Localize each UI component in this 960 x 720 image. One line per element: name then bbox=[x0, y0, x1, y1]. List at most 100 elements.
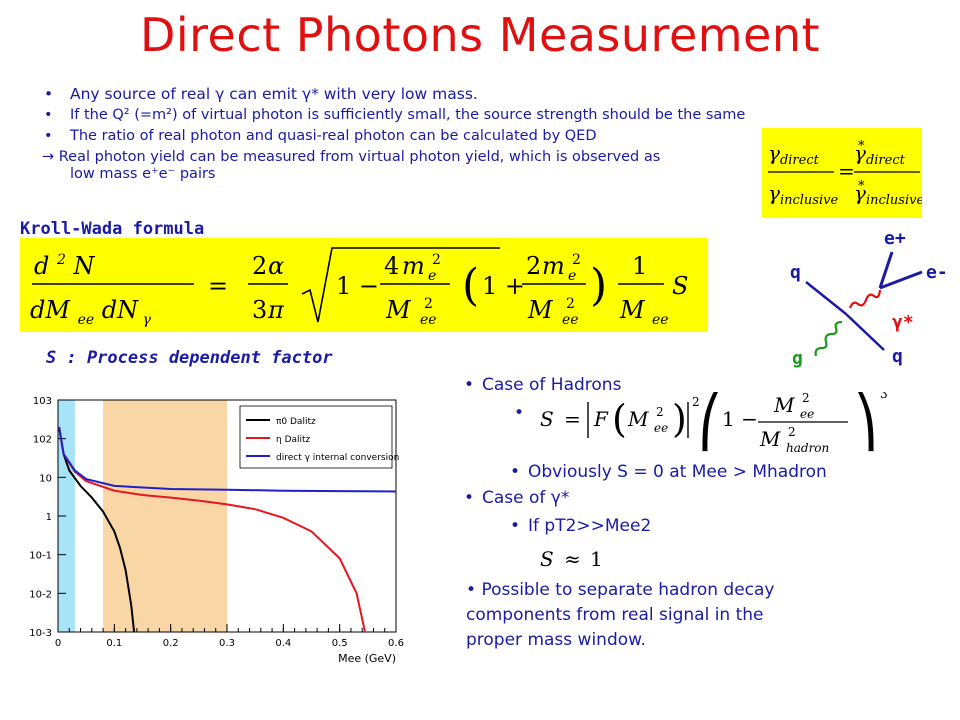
legend-label: π0 Dalitz bbox=[276, 417, 316, 427]
x-tick-label: 0.4 bbox=[275, 638, 291, 649]
svg-text:≈: ≈ bbox=[564, 547, 581, 571]
svg-text:m: m bbox=[542, 252, 565, 280]
bullet-item: • If the Q² (=m²) of virtual photon is s… bbox=[44, 105, 924, 126]
svg-text:2: 2 bbox=[526, 252, 541, 280]
svg-text:M: M bbox=[385, 296, 412, 324]
svg-text:3: 3 bbox=[880, 392, 888, 401]
svg-text:2: 2 bbox=[788, 425, 796, 439]
svg-text:S: S bbox=[540, 407, 554, 431]
svg-text:1: 1 bbox=[590, 547, 603, 571]
s-approx-formula: S ≈ 1 bbox=[538, 544, 618, 574]
bullet-marker: • bbox=[44, 85, 54, 103]
svg-text:2: 2 bbox=[656, 405, 664, 419]
if-pt-line: • If pT2>>Mee2 bbox=[510, 516, 652, 536]
svg-text:M: M bbox=[773, 393, 795, 417]
svg-text:2: 2 bbox=[566, 296, 575, 312]
shaded-region bbox=[103, 400, 227, 632]
svg-text:=: = bbox=[838, 159, 855, 183]
case-gamma: • Case of γ* bbox=[464, 488, 570, 508]
svg-text:M: M bbox=[627, 407, 649, 431]
y-tick-label: 10-3 bbox=[29, 628, 52, 639]
svg-text:⎞: ⎞ bbox=[852, 392, 878, 452]
side-bullet: • bbox=[464, 375, 475, 395]
s-approx-svg: S ≈ 1 bbox=[540, 547, 603, 571]
feynman-diagram-svg: q q g e+ e- γ* bbox=[790, 228, 948, 369]
feyn-gamma-star: γ* bbox=[892, 312, 914, 333]
svg-text:M: M bbox=[619, 296, 646, 324]
bullet-list: • Any source of real γ can emit γ* with … bbox=[42, 84, 924, 185]
series-line bbox=[58, 426, 366, 633]
bullet-item: • The ratio of real photon and quasi-rea… bbox=[44, 126, 924, 147]
bullet-marker: • bbox=[44, 107, 53, 123]
svg-text:ee: ee bbox=[800, 407, 814, 421]
ratio-rhs-num: γdirect bbox=[854, 141, 906, 168]
svg-text:1: 1 bbox=[632, 252, 647, 280]
svg-text:): ) bbox=[590, 260, 607, 311]
svg-text:•: • bbox=[514, 403, 524, 423]
ratio-formula-svg: γdirect γinclusive = * γdirect * γinclus… bbox=[768, 139, 924, 208]
feynman-diagram: q q g e+ e- γ* bbox=[780, 222, 960, 382]
svg-text:S: S bbox=[672, 272, 688, 300]
s-hadron-formula-svg: • S = F ( M 2ee ) 2 ⎛ 1 − M 2ee M 2hadron … bbox=[514, 387, 888, 455]
possible-text-3: proper mass window. bbox=[466, 630, 646, 650]
svg-text:2: 2 bbox=[572, 252, 581, 268]
svg-text:π: π bbox=[267, 296, 285, 324]
bullet-text: Any source of real γ can emit γ* with ve… bbox=[70, 85, 478, 103]
y-tick-label: 103 bbox=[33, 396, 52, 407]
photon-ratio-formula: γdirect γinclusive = * γdirect * γinclus… bbox=[762, 128, 924, 218]
x-tick-label: 0.5 bbox=[332, 638, 348, 649]
y-tick-label: 10 bbox=[39, 473, 52, 484]
slide-title: Direct Photons Measurement bbox=[139, 8, 821, 62]
svg-text:hadron: hadron bbox=[786, 441, 829, 455]
y-tick-label: 10-2 bbox=[29, 589, 52, 600]
svg-text:1 +: 1 + bbox=[482, 272, 525, 300]
bullet-item: • Any source of real γ can emit γ* with … bbox=[44, 84, 924, 105]
svg-text:1 −: 1 − bbox=[336, 272, 379, 300]
ratio-rhs-den: γinclusive bbox=[854, 181, 922, 208]
x-axis-label: Mee (GeV) bbox=[338, 652, 396, 665]
bullet-text: If the Q² (=m²) of virtual photon is suf… bbox=[70, 107, 746, 123]
svg-text:S: S bbox=[540, 547, 554, 571]
x-tick-label: 0.6 bbox=[388, 638, 404, 649]
arrow-text: → Real photon yield can be measured from… bbox=[42, 149, 661, 165]
side-bullet: • bbox=[510, 462, 521, 482]
obviously-text: Obviously S = 0 at Mee > Mhadron bbox=[528, 462, 827, 482]
legend-label: η Dalitz bbox=[276, 435, 311, 445]
legend-box bbox=[239, 405, 393, 469]
svg-text:ee: ee bbox=[654, 421, 668, 435]
svg-text:(: ( bbox=[612, 397, 627, 441]
svg-text:e: e bbox=[568, 268, 576, 284]
svg-text:⎛: ⎛ bbox=[698, 392, 724, 452]
case-hadrons: • Case of Hadrons bbox=[464, 375, 621, 395]
bullet-marker: • bbox=[44, 128, 53, 144]
shaded-region bbox=[58, 400, 75, 632]
y-tick-label: 102 bbox=[33, 435, 52, 446]
legend-label: direct γ internal conversion bbox=[276, 453, 399, 463]
svg-text:F: F bbox=[593, 407, 609, 431]
chart-svg: 0 0.1 0.2 0.3 0.4 0.5 0.6 10-3 10-2 10-1 1 10 102 103… bbox=[29, 396, 404, 665]
svg-text:M: M bbox=[527, 296, 554, 324]
series-line bbox=[58, 426, 136, 633]
kroll-wada-label: Kroll-Wada formula bbox=[20, 219, 205, 239]
side-bullet: • bbox=[464, 488, 475, 508]
svg-text:=: = bbox=[564, 407, 581, 431]
if-pt-text: If pT2>>Mee2 bbox=[528, 516, 652, 536]
svg-text:): ) bbox=[672, 397, 687, 441]
svg-text:dM ee dN γ: dM ee dN γ bbox=[30, 296, 152, 328]
y-tick-label: 1 bbox=[46, 512, 52, 523]
x-tick-label: 0.2 bbox=[163, 638, 179, 649]
x-tick-label: 0 bbox=[55, 638, 61, 649]
svg-text:=: = bbox=[208, 272, 228, 300]
series-line bbox=[58, 426, 397, 493]
svg-text:4: 4 bbox=[384, 252, 399, 280]
feyn-e-plus: e+ bbox=[884, 228, 906, 249]
feyn-gluon: g bbox=[792, 348, 803, 369]
x-tick-label: 0.1 bbox=[106, 638, 122, 649]
svg-text:2: 2 bbox=[432, 252, 441, 268]
case-gamma-text: Case of γ* bbox=[482, 488, 570, 508]
arrow-statement-cont: low mass e⁺e⁻ pairs bbox=[70, 166, 216, 182]
svg-text:d 2 N: d 2 N bbox=[34, 252, 96, 280]
svg-text:2: 2 bbox=[802, 392, 810, 405]
